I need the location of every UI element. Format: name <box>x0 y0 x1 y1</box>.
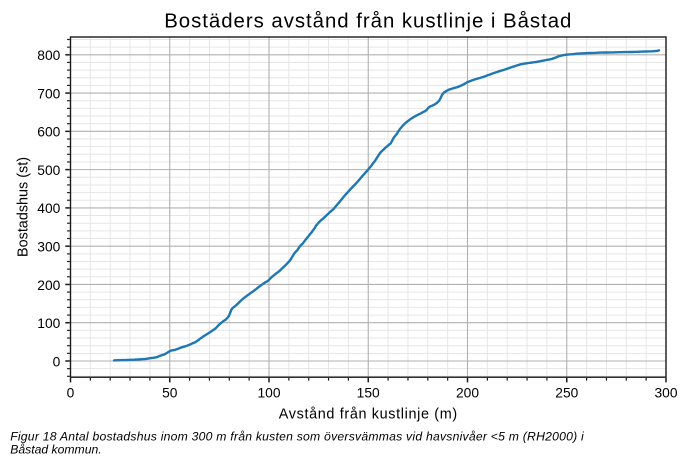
svg-text:200: 200 <box>456 386 479 401</box>
svg-text:50: 50 <box>162 386 178 401</box>
svg-text:400: 400 <box>37 201 60 216</box>
svg-text:800: 800 <box>37 48 60 63</box>
svg-text:Båstad kommun.: Båstad kommun. <box>10 443 101 457</box>
svg-text:0: 0 <box>67 386 75 401</box>
svg-text:250: 250 <box>555 386 578 401</box>
svg-text:Bostadshus (st): Bostadshus (st) <box>16 157 32 257</box>
svg-text:700: 700 <box>37 86 60 101</box>
svg-text:100: 100 <box>257 386 280 401</box>
svg-text:100: 100 <box>37 316 60 331</box>
svg-text:200: 200 <box>37 278 60 293</box>
svg-text:Bostäders avstånd från kustlin: Bostäders avstånd från kustlinje i Båsta… <box>164 11 572 33</box>
svg-text:600: 600 <box>37 125 60 140</box>
svg-text:300: 300 <box>654 386 677 401</box>
svg-text:Avstånd från kustlinje (m): Avstånd från kustlinje (m) <box>279 406 458 422</box>
svg-text:150: 150 <box>357 386 380 401</box>
svg-text:Figur 18 Antal bostadshus inom: Figur 18 Antal bostadshus inom 300 m frå… <box>10 430 584 444</box>
svg-text:0: 0 <box>53 354 61 369</box>
svg-text:300: 300 <box>37 240 60 255</box>
svg-text:500: 500 <box>37 163 60 178</box>
